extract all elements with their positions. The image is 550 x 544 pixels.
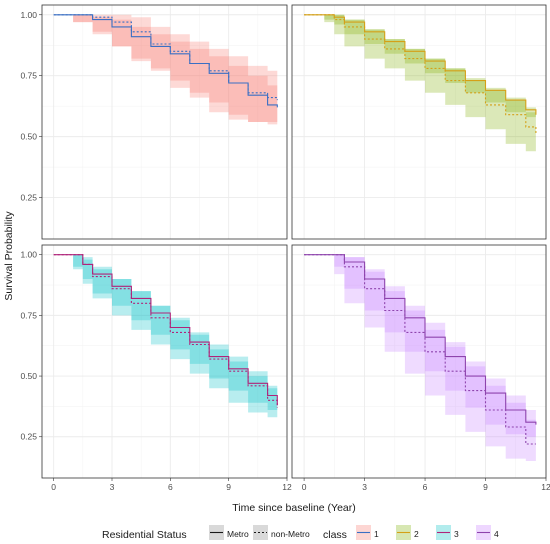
confidence-band-class-3-metro (53, 254, 278, 410)
confidence-band-class-4-metro (304, 254, 536, 437)
confidence-band-class-3-nonmetro (53, 254, 278, 418)
y-axis-title: Survival Probability (3, 211, 15, 301)
panel-border (291, 4, 547, 240)
legend-key-class-4 (476, 525, 491, 540)
legend-label-class-2: 2 (414, 529, 419, 539)
panel-class-3: 0.25 0.50 0.75 1.00 0 3 6 9 12 (20, 244, 292, 492)
confidence-band-class-1-nonmetro (53, 14, 278, 122)
y-tick-label: 0.25 (20, 432, 37, 442)
panel-background (42, 245, 287, 478)
legend-key-class-1 (356, 525, 371, 540)
y-tick-label: 0.50 (20, 132, 37, 142)
legend-key-metro (209, 525, 224, 540)
x-tick-label: 3 (110, 482, 115, 492)
panel-border (291, 244, 547, 479)
panel-border (41, 244, 288, 479)
survival-line-class-2-metro (304, 14, 537, 115)
legend-label-metro: Metro (227, 529, 249, 539)
y-tick-label: 0.50 (20, 371, 37, 381)
confidence-band-class-4-nonmetro (304, 254, 536, 461)
panel-class-4: 0 3 6 9 12 (291, 244, 550, 492)
x-tick-label: 9 (483, 482, 488, 492)
panel-class-2 (291, 4, 547, 240)
legend-key-nonmetro (253, 525, 268, 540)
legend-label-class-4: 4 (494, 529, 499, 539)
x-tick-label: 9 (226, 482, 231, 492)
confidence-band-class-1-metro (53, 14, 278, 125)
panel-class-1: 0.25 0.50 0.75 1.00 (20, 4, 288, 240)
legend-label-class-3: 3 (454, 529, 459, 539)
x-tick-label: 12 (282, 482, 292, 492)
panel-border (41, 4, 288, 240)
legend-title-class: class (323, 529, 347, 541)
legend: Residential Status class Metro non-Metro… (102, 525, 499, 541)
legend-key-box (253, 525, 268, 540)
x-tick-label: 0 (302, 482, 307, 492)
y-tick-label: 1.00 (20, 250, 37, 260)
legend-label-class-1: 1 (374, 529, 379, 539)
survival-line-class-1-nonmetro (53, 14, 278, 101)
survival-line-class-1-metro (53, 14, 278, 108)
survival-line-class-4-nonmetro (304, 254, 536, 445)
survival-line-class-2-nonmetro (304, 14, 537, 135)
x-tick-label: 0 (51, 482, 56, 492)
survival-line-class-4-metro (304, 254, 537, 425)
x-tick-label: 3 (362, 482, 367, 492)
y-tick-label: 0.75 (20, 310, 37, 320)
legend-key-class-2 (396, 525, 411, 540)
legend-key-class-3 (436, 525, 451, 540)
y-tick-label: 0.25 (20, 193, 37, 203)
y-tick-label: 1.00 (20, 10, 37, 20)
x-tick-label: 12 (541, 482, 550, 492)
confidence-band-class-2-nonmetro (304, 14, 536, 152)
y-tick-label: 0.75 (20, 71, 37, 81)
x-tick-label: 6 (168, 482, 173, 492)
x-axis-title: Time since baseline (Year) (232, 502, 356, 514)
legend-title-residential: Residential Status (102, 529, 187, 541)
legend-label-nonmetro: non-Metro (271, 529, 310, 539)
confidence-band-class-2-metro (304, 14, 536, 118)
axes: Time since baseline (Year) Survival Prob… (3, 211, 356, 514)
facet-panels: 0.25 0.50 0.75 1.00 0.25 0.50 0.75 1.00 0 3 6 9 12 0 3… (20, 4, 550, 492)
x-tick-label: 6 (423, 482, 428, 492)
